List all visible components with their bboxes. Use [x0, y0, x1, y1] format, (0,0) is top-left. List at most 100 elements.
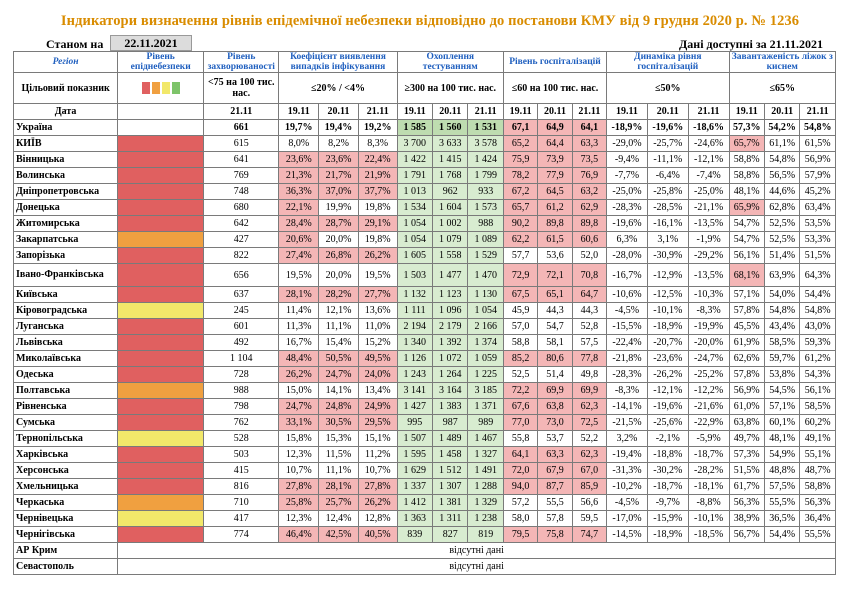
- positivity-value: 42,5%: [318, 526, 359, 543]
- hospitalization-value: 77,0: [502, 414, 539, 431]
- table-body: Україна 661 19,7% 19,4% 19,2% 1 585 1 560 1 531…: [12, 119, 836, 575]
- positivity-value: 48,4%: [278, 350, 320, 367]
- hospitalization-value: 44,3: [537, 302, 573, 319]
- testing-value: 995: [396, 414, 434, 431]
- table-row: КИЇВ 615 8,0% 8,2% 8,3% 3 700 3 633 3 578 65,2 64…: [12, 135, 836, 152]
- oxygen-beds-value: 48,1%: [763, 430, 801, 447]
- oxygen-beds-value: 63,9%: [763, 263, 801, 287]
- table-row: Чернігівська 774 46,4% 42,5% 40,5% 839 827 819 7…: [12, 526, 836, 543]
- positivity-value: 27,7%: [357, 286, 398, 303]
- morbidity-value: 748: [203, 183, 280, 200]
- hospitalization-value: 49,8: [571, 366, 608, 383]
- epid-level-indicator: [117, 318, 205, 335]
- hospitalization-value: 73,9: [537, 151, 573, 168]
- hospitalization-value: 51,4: [537, 366, 573, 383]
- no-data-note: відсутні дані: [117, 558, 836, 575]
- testing-value: 1 392: [432, 334, 469, 351]
- morbidity-value: 798: [203, 398, 280, 415]
- hosp-dynamics-value: -18,1%: [687, 478, 730, 495]
- region-name: Житомирська: [12, 215, 119, 232]
- epid-level-indicator: [117, 414, 205, 431]
- morbidity-value: 656: [203, 263, 280, 287]
- hospitalization-value: 78,2: [502, 167, 539, 184]
- date-oxy-1: 19.11: [728, 103, 765, 120]
- legend-swatch: [151, 82, 160, 94]
- testing-value: 1 427: [396, 398, 434, 415]
- hosp-dynamics-value: -1,9%: [687, 231, 730, 248]
- testing-value: 1 791: [396, 167, 434, 184]
- hospitalization-value: 60,6: [571, 231, 608, 248]
- date-pos-3: 21.11: [357, 103, 398, 120]
- hospitalization-value: 64,1: [502, 446, 539, 463]
- morbidity-value: 816: [203, 478, 280, 495]
- no-data-note: відсутні дані: [117, 542, 836, 559]
- positivity-value: 12,3%: [278, 510, 320, 527]
- header-morbidity: Рівень захворюваності: [203, 51, 280, 73]
- table-row: Черкаська 710 25,8% 25,7% 26,2% 1 412 1 381 1 3…: [12, 494, 836, 511]
- hosp-dynamics-value: -13,5%: [687, 263, 730, 287]
- morbidity-value: 615: [203, 135, 280, 152]
- hospitalization-value: 85,9: [571, 478, 608, 495]
- epid-level-indicator: [117, 494, 205, 511]
- morbidity-value: 1 104: [203, 350, 280, 367]
- table-row: Сумська 762 33,1% 30,5% 29,5% 995 987 989 77,0 73…: [12, 414, 836, 431]
- hospitalization-value: 77,9: [537, 167, 573, 184]
- hospitalization-value: 54,7: [537, 318, 573, 335]
- hosp-dynamics-value: -12,1%: [687, 151, 730, 168]
- region-name: Волинська: [12, 167, 119, 184]
- oxygen-beds-value: 56,3%: [728, 494, 765, 511]
- testing-value: 1 130: [467, 286, 504, 303]
- oxygen-beds-value: 38,9%: [728, 510, 765, 527]
- positivity-value: 15,2%: [357, 334, 398, 351]
- positivity-value: 25,7%: [318, 494, 359, 511]
- positivity-value: 29,1%: [357, 215, 398, 232]
- oxygen-beds-value: 57,9%: [799, 167, 836, 184]
- positivity-value: 20,0%: [318, 263, 359, 287]
- oxygen-beds-value: 36,5%: [763, 510, 801, 527]
- region-name: Донецька: [12, 199, 119, 216]
- testing-value: 1 371: [467, 398, 504, 415]
- hospitalization-value: 72,9: [502, 263, 539, 287]
- positivity-value: 23,6%: [278, 151, 320, 168]
- oxygen-beds-value: 56,5%: [763, 167, 801, 184]
- testing-value: 1 470: [467, 263, 504, 287]
- oxygen-beds-value: 48,7%: [799, 462, 836, 479]
- testing-value: 1 422: [396, 151, 434, 168]
- oxygen-beds-value: 44,6%: [763, 183, 801, 200]
- testing-value: 1 002: [432, 215, 469, 232]
- testing-value: 962: [432, 183, 469, 200]
- oxygen-beds-value: 61,1%: [763, 135, 801, 152]
- testing-value: 1 381: [432, 494, 469, 511]
- positivity-value: 10,7%: [278, 462, 320, 479]
- testing-value: 1 132: [396, 286, 434, 303]
- table-row: Миколаївська 1 104 48,4% 50,5% 49,5% 1 126 1 0…: [12, 350, 836, 367]
- hospitalization-value: 67,2: [502, 183, 539, 200]
- testing-value: 1 307: [432, 478, 469, 495]
- hosp-dynamics-value: -19,6%: [646, 119, 689, 136]
- oxygen-beds-value: 58,8%: [728, 167, 765, 184]
- positivity-value: 27,8%: [357, 478, 398, 495]
- hosp-dynamics-value: -25,0%: [606, 183, 648, 200]
- as-of-date: 22.11.2021: [110, 35, 192, 51]
- hospitalization-value: 55,8: [502, 430, 539, 447]
- positivity-value: 16,7%: [278, 334, 320, 351]
- hosp-dynamics-value: -19,6%: [606, 215, 648, 232]
- positivity-value: 24,7%: [318, 366, 359, 383]
- oxygen-beds-value: 54,9%: [763, 446, 801, 463]
- date-dyn-1: 19.11: [606, 103, 648, 120]
- hospitalization-value: 59,5: [571, 510, 608, 527]
- header-oxygen-beds: Завантаженість ліжок з киснем: [728, 51, 836, 73]
- testing-value: 1 585: [396, 119, 434, 136]
- testing-value: 1 491: [467, 462, 504, 479]
- oxygen-beds-value: 48,8%: [763, 462, 801, 479]
- testing-value: 989: [467, 414, 504, 431]
- epid-level-indicator: [117, 350, 205, 367]
- hosp-dynamics-value: -18,6%: [687, 119, 730, 136]
- testing-value: 3 141: [396, 382, 434, 399]
- epid-level-indicator: [117, 430, 205, 447]
- morbidity-value: 642: [203, 215, 280, 232]
- table-row: Івано-Франківська 656 19,5% 20,0% 19,5% 1 503…: [12, 263, 836, 287]
- testing-value: 1 604: [432, 199, 469, 216]
- hosp-dynamics-value: -8,3%: [606, 382, 648, 399]
- oxygen-beds-value: 58,8%: [728, 151, 765, 168]
